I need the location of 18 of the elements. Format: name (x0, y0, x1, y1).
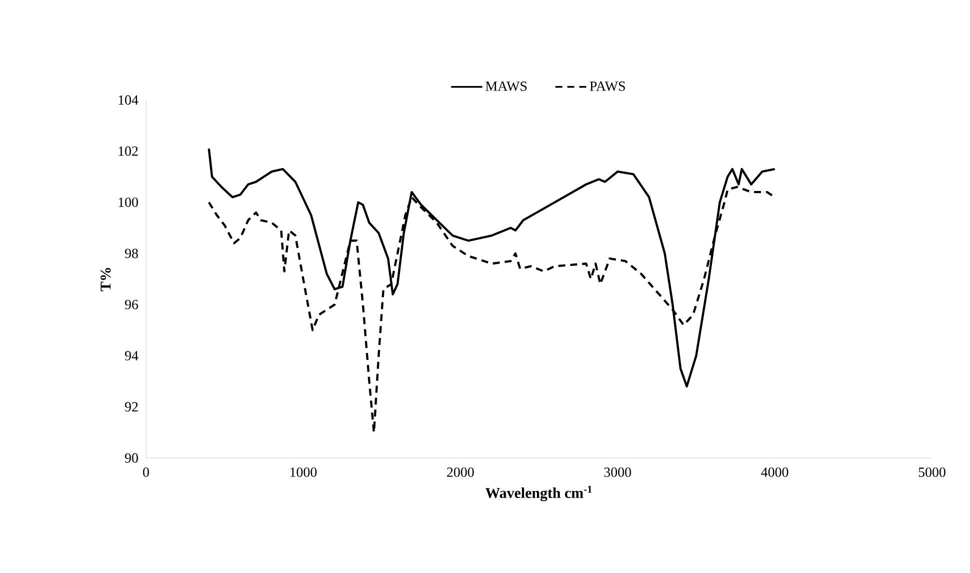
y-tick-label: 98 (124, 248, 138, 258)
y-tick-label: 90 (124, 453, 138, 463)
x-tick-label: 5000 (918, 468, 946, 477)
x-tick-label: 2000 (447, 468, 474, 477)
legend-label: PAWS (590, 82, 625, 91)
x-tick-label: 4000 (761, 468, 788, 477)
x-tick-label: 1000 (290, 468, 317, 477)
y-tick-label: 100 (118, 198, 138, 207)
y-tick-label: 92 (124, 402, 138, 412)
y-tick-label: 96 (124, 300, 138, 310)
x-tick-label: 3000 (604, 468, 632, 477)
x-axis-title: Wavelength cm$^{-1}$ (485, 486, 592, 502)
y-axis-title: T% (100, 268, 111, 292)
y-tick-label: 102 (118, 146, 138, 156)
legend-label: MAWS (486, 82, 527, 91)
x-tick-label: 0 (143, 468, 149, 477)
y-tick-label: 104 (118, 95, 138, 105)
y-tick-label: 94 (124, 351, 138, 360)
